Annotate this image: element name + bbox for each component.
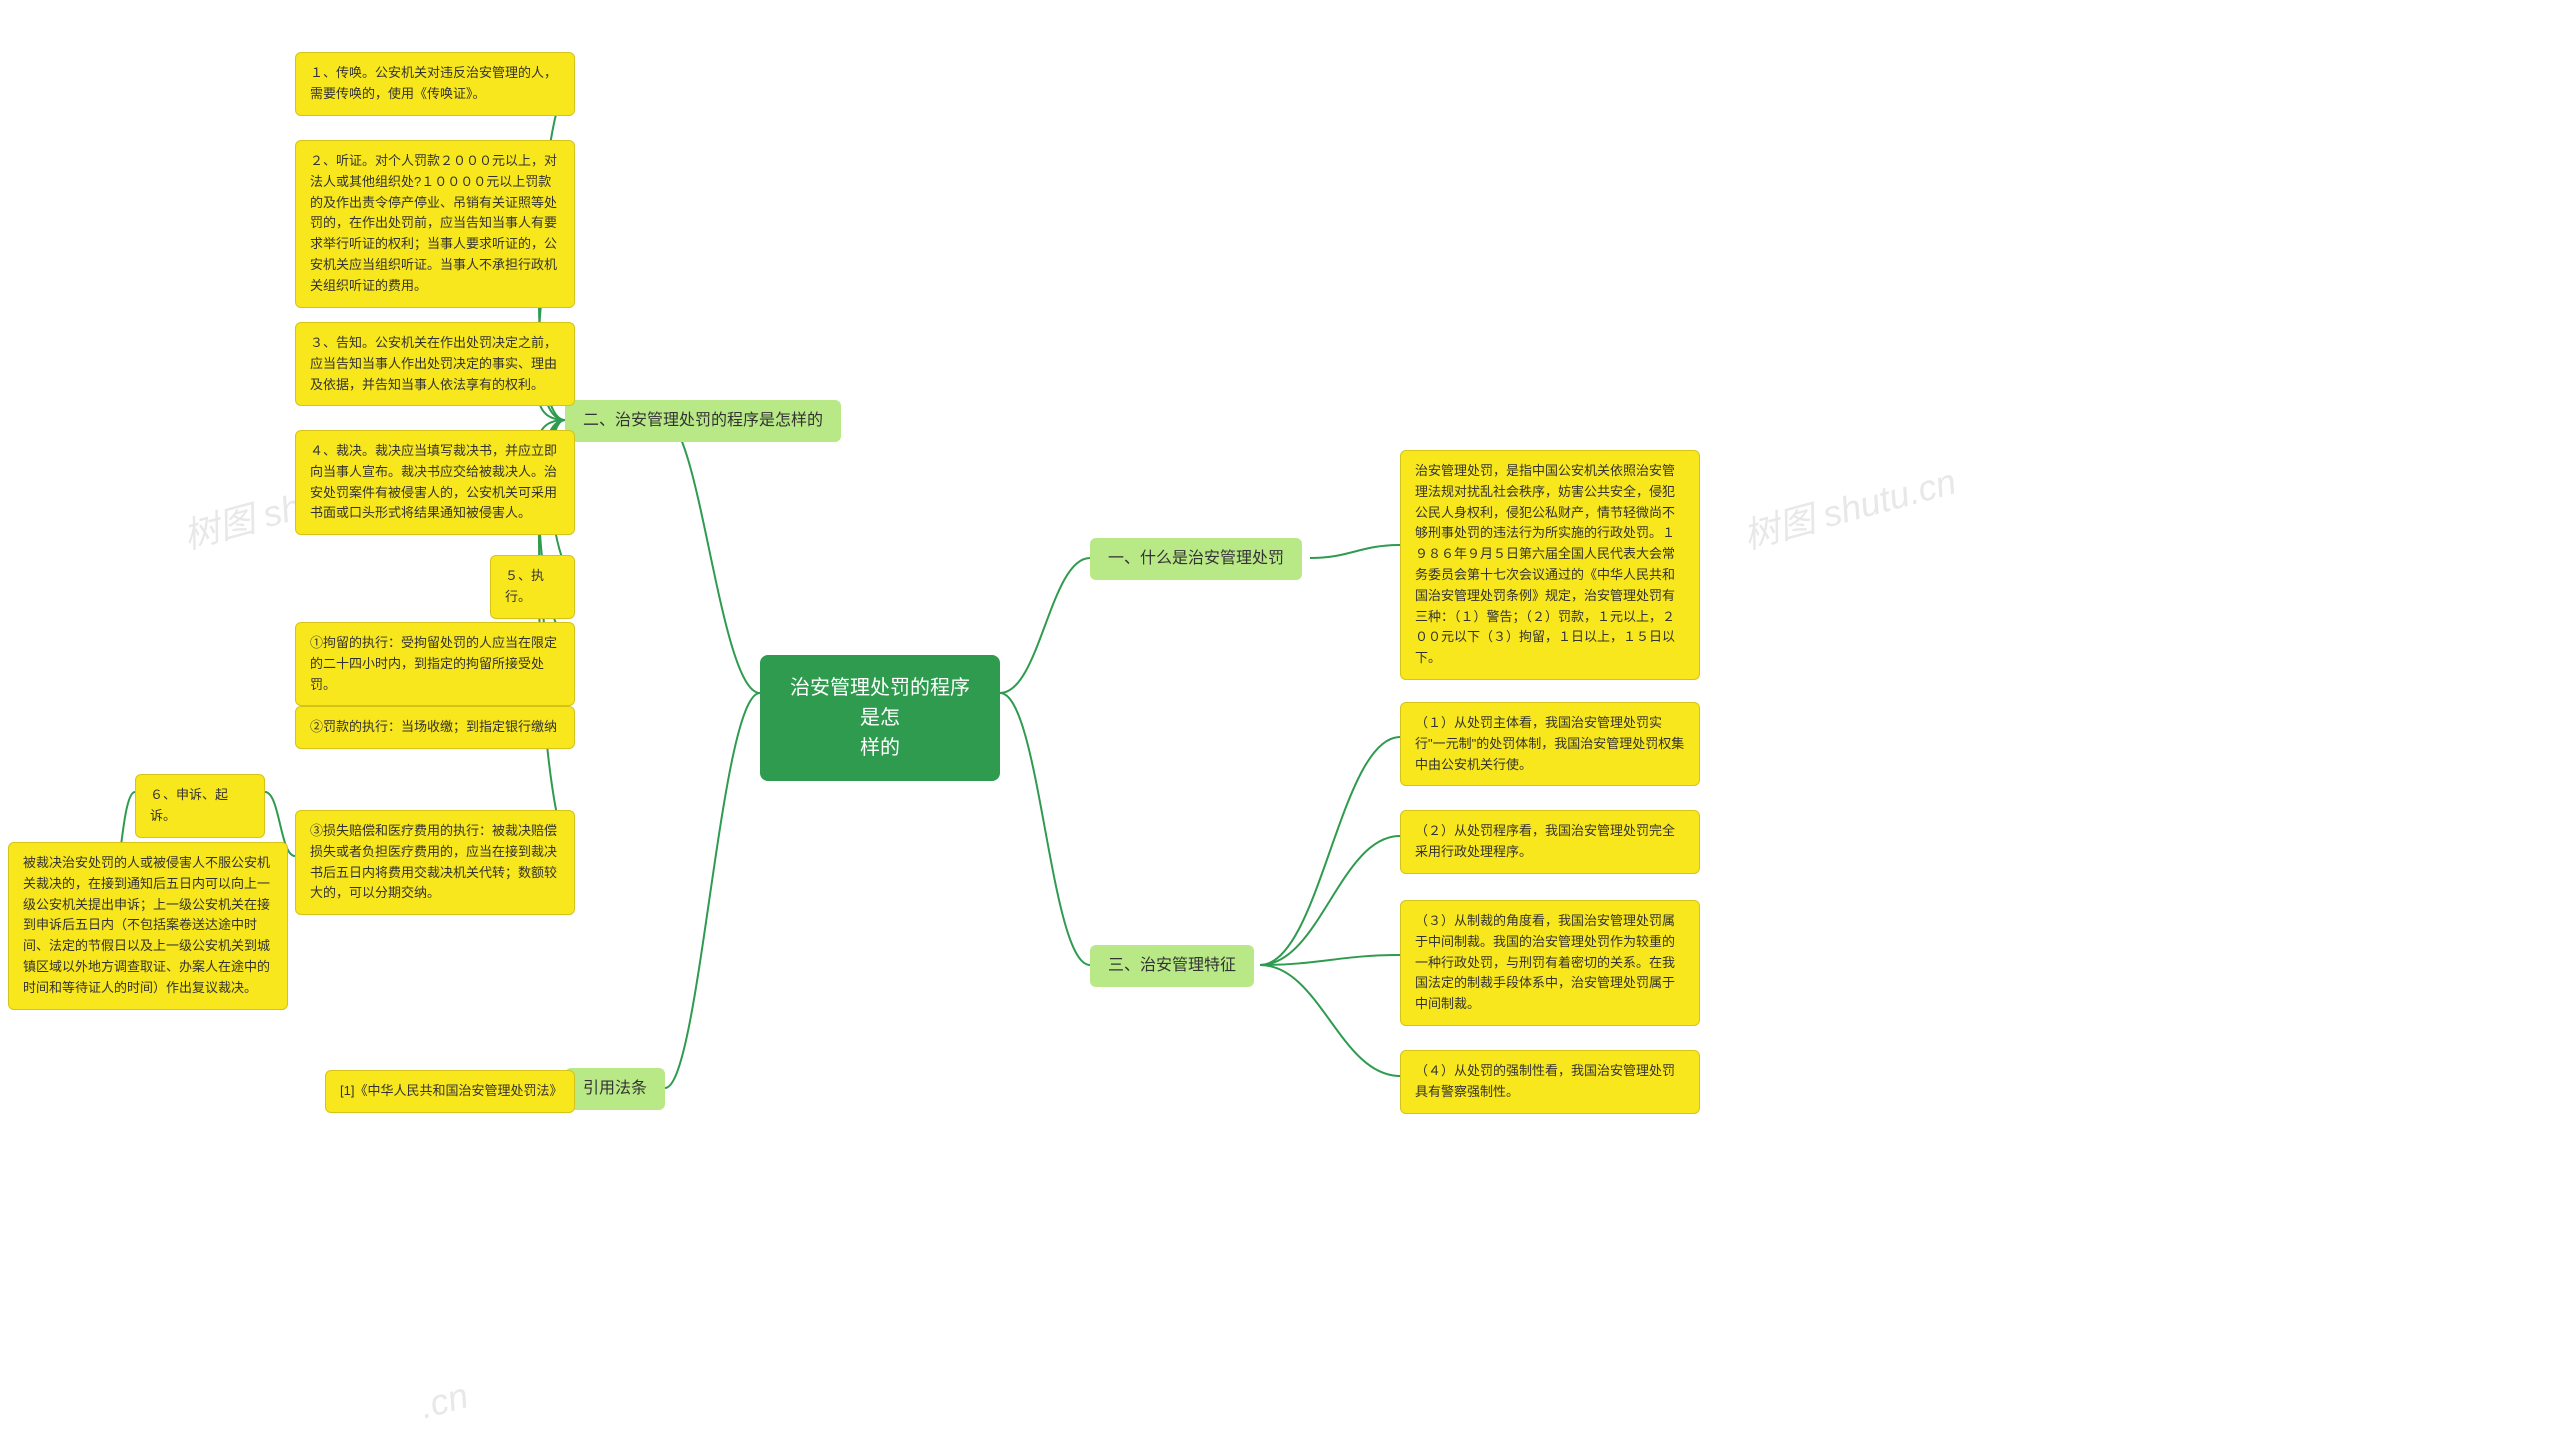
leaf-reference-1[interactable]: [1]《中华人民共和国治安管理处罚法》 — [325, 1070, 575, 1113]
connector — [1260, 836, 1400, 965]
leaf-step-3[interactable]: ３、告知。公安机关在作出处罚决定之前，应当告知当事人作出处罚决定的事实、理由及依… — [295, 322, 575, 406]
leaf-feature-4[interactable]: （４）从处罚的强制性看，我国治安管理处罚具有警察强制性。 — [1400, 1050, 1700, 1114]
root-node[interactable]: 治安管理处罚的程序是怎样的 — [760, 655, 1000, 781]
connector — [665, 693, 760, 1088]
leaf-step-6-detail[interactable]: 被裁决治安处罚的人或被侵害人不服公安机关裁决的，在接到通知后五日内可以向上一级公… — [8, 842, 288, 1010]
branch-procedure[interactable]: 二、治安管理处罚的程序是怎样的 — [565, 400, 841, 442]
branch-what-is[interactable]: 一、什么是治安管理处罚 — [1090, 538, 1302, 580]
leaf-definition[interactable]: 治安管理处罚，是指中国公安机关依照治安管理法规对扰乱社会秩序，妨害公共安全，侵犯… — [1400, 450, 1700, 680]
connector — [1260, 737, 1400, 965]
leaf-step-4[interactable]: ４、裁决。裁决应当填写裁决书，并应立即向当事人宣布。裁决书应交给被裁决人。治安处… — [295, 430, 575, 535]
watermark: .cn — [415, 1374, 472, 1427]
leaf-step-5[interactable]: ５、执行。 — [490, 555, 575, 619]
connector — [665, 420, 760, 693]
leaf-step-1[interactable]: １、传唤。公安机关对违反治安管理的人，需要传唤的，使用《传唤证》。 — [295, 52, 575, 116]
leaf-feature-1[interactable]: （１）从处罚主体看，我国治安管理处罚实行"一元制"的处罚体制，我国治安管理处罚权… — [1400, 702, 1700, 786]
connector — [1260, 965, 1400, 1076]
connector — [1000, 693, 1090, 965]
connector — [1260, 955, 1400, 965]
leaf-step-5c[interactable]: ③损失赔偿和医疗费用的执行：被裁决赔偿损失或者负担医疗费用的，应当在接到裁决书后… — [295, 810, 575, 915]
leaf-step-5a[interactable]: ①拘留的执行：受拘留处罚的人应当在限定的二十四小时内，到指定的拘留所接受处罚。 — [295, 622, 575, 706]
branch-references[interactable]: 引用法条 — [565, 1068, 665, 1110]
connector — [1310, 545, 1400, 558]
leaf-feature-3[interactable]: （３）从制裁的角度看，我国治安管理处罚属于中间制裁。我国的治安管理处罚作为较重的… — [1400, 900, 1700, 1026]
leaf-step-5b[interactable]: ②罚款的执行：当场收缴；到指定银行缴纳 — [295, 706, 575, 749]
leaf-step-2[interactable]: ２、听证。对个人罚款２０００元以上，对法人或其他组织处?１００００元以上罚款的及… — [295, 140, 575, 308]
leaf-step-6[interactable]: ６、申诉、起诉。 — [135, 774, 265, 838]
connector — [1000, 558, 1090, 693]
leaf-feature-2[interactable]: （２）从处罚程序看，我国治安管理处罚完全采用行政处理程序。 — [1400, 810, 1700, 874]
watermark: 树图 shutu.cn — [1737, 453, 1961, 560]
branch-features[interactable]: 三、治安管理特征 — [1090, 945, 1254, 987]
